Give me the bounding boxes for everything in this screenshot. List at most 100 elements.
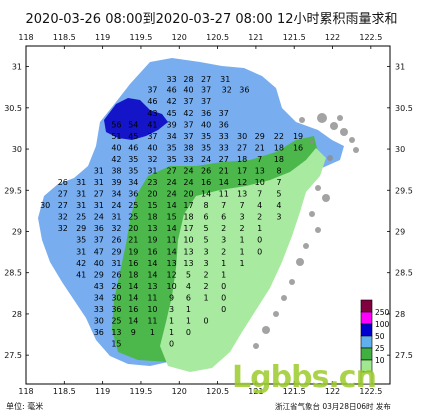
station-value: 15 xyxy=(167,213,177,222)
station-value: 34 xyxy=(94,293,104,302)
station-value: 39 xyxy=(167,120,177,129)
station-value: 6 xyxy=(221,213,226,222)
station-value: 16 xyxy=(128,259,138,268)
station-value: 7 xyxy=(257,190,262,199)
unit-label: 单位: 毫米 xyxy=(6,402,44,411)
station-value: 5 xyxy=(186,270,191,279)
station-value: 13 xyxy=(167,259,177,268)
station-value: 33 xyxy=(167,75,177,84)
station-value: 9 xyxy=(169,293,174,302)
lon-tick-label: 120.5 xyxy=(206,387,229,396)
station-value: 34 xyxy=(128,178,138,187)
station-value: 35 xyxy=(128,166,138,175)
lon-tick-label: 121.5 xyxy=(283,387,306,396)
station-value: 0 xyxy=(257,236,262,245)
station-value: 40 xyxy=(147,143,157,152)
station-value: 8 xyxy=(204,201,209,210)
island-shape xyxy=(253,343,259,349)
station-value: 24 xyxy=(183,166,193,175)
station-value: 13 xyxy=(147,282,157,291)
station-value: 45 xyxy=(167,109,177,118)
lon-tick-label: 122 xyxy=(325,33,340,42)
station-value: 30 xyxy=(237,132,247,141)
station-value: 31 xyxy=(111,213,121,222)
station-value: 42 xyxy=(167,97,177,106)
station-value: 25 xyxy=(128,201,138,210)
station-value: 10 xyxy=(167,282,177,291)
station-value: 27 xyxy=(237,143,247,152)
lat-tick-label: 28.5 xyxy=(395,269,413,278)
station-value: 3 xyxy=(276,213,281,222)
lat-tick-label: 31 xyxy=(12,63,22,72)
lon-tick-label: 119 xyxy=(95,33,110,42)
station-value: 31 xyxy=(76,247,86,256)
lon-tick-label: 121 xyxy=(248,387,263,396)
station-value: 32 xyxy=(58,213,68,222)
station-value: 24 xyxy=(94,213,104,222)
zone-0-10 xyxy=(160,148,326,372)
station-value: 20 xyxy=(183,190,193,199)
station-value: 36 xyxy=(111,305,121,314)
lat-tick-label: 28.5 xyxy=(4,269,22,278)
station-value: 11 xyxy=(219,190,229,199)
legend-label: 100 xyxy=(375,320,390,329)
station-value: 14 xyxy=(147,259,157,268)
station-value: 25 xyxy=(76,213,86,222)
station-value: 34 xyxy=(167,132,177,141)
station-value: 10 xyxy=(183,236,193,245)
station-value: 17 xyxy=(183,224,193,233)
station-value: 12 xyxy=(237,178,247,187)
island-shape xyxy=(337,115,343,121)
station-value: 46 xyxy=(147,97,157,106)
station-value: 35 xyxy=(76,236,86,245)
lat-tick-label: 27.5 xyxy=(4,351,22,360)
station-value: 10 xyxy=(255,178,265,187)
station-value: 40 xyxy=(183,86,193,95)
station-value: 43 xyxy=(94,282,104,291)
lon-tick-label: 122 xyxy=(325,387,340,396)
lat-tick-label: 30 xyxy=(395,145,405,154)
island-shape xyxy=(353,147,359,153)
legend-swatch xyxy=(360,347,373,361)
station-value: 24 xyxy=(201,155,211,164)
station-value: 13 xyxy=(147,224,157,233)
station-value: 3 xyxy=(240,213,245,222)
station-value: 25 xyxy=(111,317,121,326)
station-value: 14 xyxy=(201,190,211,199)
station-value: 36 xyxy=(201,109,211,118)
station-value: 54 xyxy=(128,120,138,129)
station-value: 27 xyxy=(201,75,211,84)
station-value: 18 xyxy=(274,155,284,164)
station-value: 25 xyxy=(128,213,138,222)
station-value: 1 xyxy=(257,224,262,233)
station-value: 33 xyxy=(183,155,193,164)
station-value: 1 xyxy=(221,270,226,279)
station-value: 29 xyxy=(255,132,265,141)
station-value: 31 xyxy=(220,75,230,84)
station-value: 29 xyxy=(94,270,104,279)
station-value: 11 xyxy=(147,293,157,302)
station-value: 1 xyxy=(240,236,245,245)
station-value: 38 xyxy=(183,143,193,152)
island-shape xyxy=(303,243,309,249)
island-shape xyxy=(299,117,305,123)
coastal-islands xyxy=(253,113,359,349)
station-value: 37 xyxy=(201,97,211,106)
station-value: 7 xyxy=(221,201,226,210)
station-value: 5 xyxy=(204,236,209,245)
station-value: 42 xyxy=(111,155,121,164)
station-value: 31 xyxy=(94,178,104,187)
station-value: 35 xyxy=(201,143,211,152)
map-title: 2020-03-26 08:00到2020-03-27 08:00 12小时累积… xyxy=(25,12,398,27)
station-value: 16 xyxy=(293,143,303,152)
station-value: 1 xyxy=(240,247,245,256)
island-shape xyxy=(262,326,270,334)
station-value: 3 xyxy=(169,305,174,314)
station-value: 37 xyxy=(183,120,193,129)
station-value: 1 xyxy=(186,317,191,326)
station-value: 20 xyxy=(147,190,157,199)
station-value: 36 xyxy=(94,224,104,233)
station-value: 2 xyxy=(221,247,226,256)
station-value: 14 xyxy=(128,282,138,291)
island-shape xyxy=(315,227,321,233)
